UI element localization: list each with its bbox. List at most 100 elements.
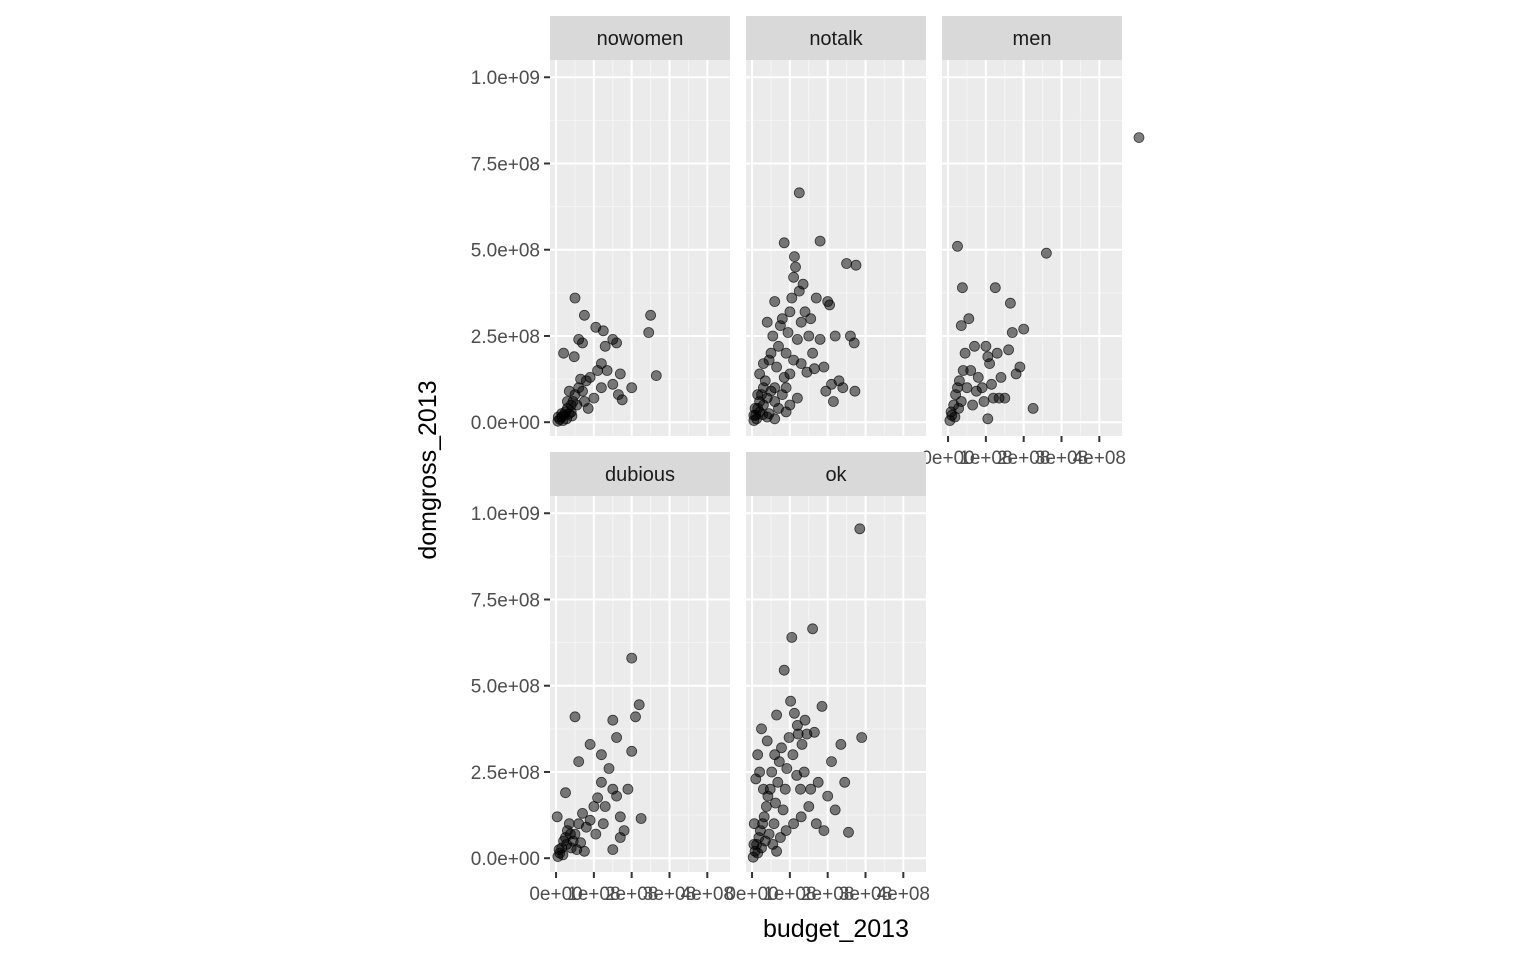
data-point [769,296,781,307]
data-point [961,382,973,394]
data-point [799,306,811,318]
facet-strip-label: notalk [809,28,863,50]
data-point [807,347,818,359]
facet-panel-nowomen: nowomen 0.0e+00 2.5e+08 5.0e+08 7.5e+08 1.0e+… [471,16,730,436]
data-point [971,385,982,397]
data-point [575,837,586,849]
x-axis-title: budget_2013 [763,915,909,943]
data-point [795,811,807,823]
data-point [1003,344,1014,356]
data-point [828,396,839,407]
data-point [756,723,767,735]
data-point [1027,402,1039,414]
data-point [597,325,609,337]
data-point [584,371,596,383]
facet-panel-dubious: dubious 0.0e+00 2.5e+08 5.0e+08 7.5e+08 1.0e+… [471,452,734,905]
data-point [767,330,779,342]
data-point [603,763,615,774]
data-point [643,327,655,338]
data-point [776,313,788,325]
data-point [758,811,770,823]
facet-panel-notalk: notalk [746,16,926,436]
data-point [982,413,994,425]
data-point [781,763,793,774]
data-point [795,316,807,328]
data-point [829,804,841,816]
y-axis-title: domgross_2013 [414,380,442,559]
data-point [805,313,817,325]
data-point [986,378,997,390]
data-point [784,368,796,380]
data-point [854,523,866,535]
y-tick-label: 2.5e+08 [471,327,540,348]
data-point [579,309,590,321]
data-point [792,392,803,404]
facet-strip [746,16,926,60]
data-point [562,396,573,407]
data-point [754,766,765,778]
data-point [765,347,777,359]
data-point [810,292,822,304]
data-point [599,801,611,812]
data-point [569,711,581,723]
data-point [816,701,828,712]
data-point [792,333,803,345]
data-point [596,382,607,394]
data-point [818,361,830,373]
data-point [584,814,596,826]
data-point [856,732,868,743]
data-point [759,375,771,387]
data-point [786,632,798,643]
data-point [592,792,603,804]
data-point [1018,323,1030,335]
data-point [768,818,780,830]
x-tick-label: 0e+00 [529,884,582,905]
y-tick-label: 1.0e+09 [471,68,540,89]
data-point [848,337,860,349]
x-tick-label: 2e+08 [605,884,658,905]
data-point [967,399,978,411]
data-point [761,735,773,747]
data-point [953,402,964,414]
data-point [780,825,792,836]
y-tick-label: 2.5e+08 [471,763,540,784]
data-point [805,783,817,795]
data-point [622,783,634,795]
data-point [557,415,569,426]
facet-strip [942,16,1122,60]
data-point [778,664,790,676]
data-point [978,396,990,407]
data-point [611,790,622,802]
data-point [577,808,588,819]
data-point [776,742,787,754]
data-point [577,337,588,349]
data-point [814,333,826,345]
data-point [809,363,820,375]
data-point [777,804,789,816]
y-tick-label: 7.5e+08 [471,590,540,611]
data-point [752,749,764,761]
x-tick-label: 1e+08 [763,884,816,905]
data-point [782,327,794,338]
facet-strip [746,452,926,496]
data-point [783,732,795,743]
data-point [616,394,628,406]
data-point [954,375,965,387]
data-point [626,745,638,757]
data-point [850,259,862,271]
data-point [798,766,810,778]
data-point [597,818,609,830]
data-point [614,832,626,843]
data-point [809,726,820,738]
data-point [635,813,647,824]
data-point [596,358,607,370]
data-point [565,828,576,840]
data-point [757,409,768,421]
data-point [611,337,622,349]
data-point [820,385,832,397]
y-tick-label: 5.0e+08 [471,677,540,698]
data-point [803,330,815,342]
data-point [784,306,796,318]
data-point [754,368,765,380]
